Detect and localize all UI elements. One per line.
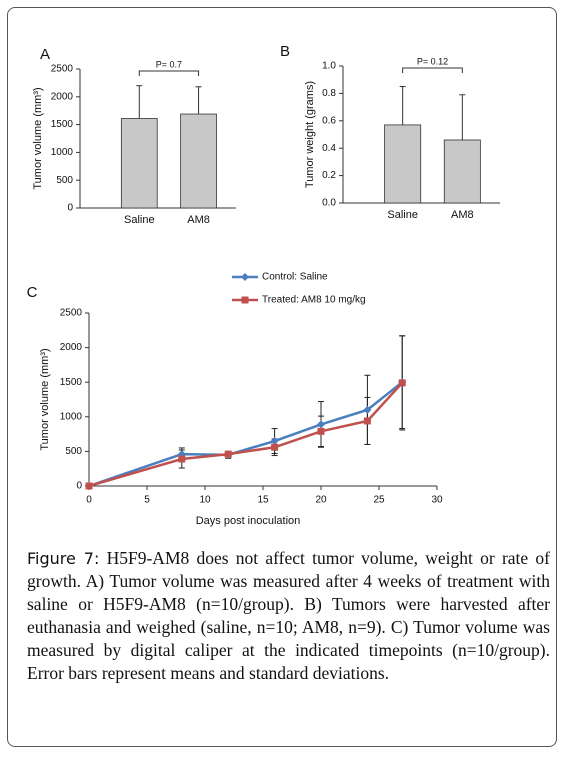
caption-text: H5F9-AM8 does not affect tumor volume, w… xyxy=(27,548,550,683)
significance-bracket xyxy=(138,70,200,76)
y-tick-label: 0.6 xyxy=(322,115,336,126)
caption-label: Figure 7: xyxy=(27,549,100,568)
marker xyxy=(317,420,325,429)
marker xyxy=(85,482,93,490)
y-tick-label: 500 xyxy=(56,175,73,186)
marker xyxy=(178,455,186,463)
y-tick-label: 0 xyxy=(76,481,82,492)
bar xyxy=(120,118,158,209)
marker xyxy=(271,443,279,451)
y-tick-label: 1000 xyxy=(60,411,83,422)
y-tick-label: 1500 xyxy=(60,377,83,388)
panel-label: B xyxy=(280,43,290,60)
marker xyxy=(363,417,371,425)
y-tick-label: 1000 xyxy=(51,147,74,158)
x-tick-label: 20 xyxy=(315,495,327,506)
y-tick-label: 1.0 xyxy=(322,61,336,72)
bar xyxy=(384,124,422,204)
marker xyxy=(363,405,372,414)
x-tick-label: 5 xyxy=(144,495,150,506)
panel-label: A xyxy=(40,46,50,63)
marker xyxy=(241,296,249,304)
y-tick-label: 2000 xyxy=(51,91,74,102)
y-axis-label: Tumor volume (mm³) xyxy=(32,87,44,189)
annotation: P= 0.7 xyxy=(156,59,182,69)
panel-label: C xyxy=(27,284,38,301)
y-tick-label: 2500 xyxy=(60,308,83,319)
marker xyxy=(224,450,232,458)
error-bar xyxy=(195,86,202,115)
x-axis-label: Days post inoculation xyxy=(196,515,301,527)
y-tick-label: 2000 xyxy=(60,342,83,353)
error-bar xyxy=(459,94,466,140)
x-tick-label: AM8 xyxy=(451,209,474,221)
bar xyxy=(443,139,481,204)
marker xyxy=(317,427,325,435)
x-tick-label: AM8 xyxy=(187,214,210,226)
figure-frame xyxy=(7,7,557,747)
y-tick-label: 1500 xyxy=(51,119,74,130)
y-tick-label: 500 xyxy=(65,446,82,457)
y-tick-label: 0 xyxy=(67,203,73,214)
y-tick-label: 2500 xyxy=(51,64,74,75)
error-bar xyxy=(136,85,143,119)
significance-bracket xyxy=(402,67,463,73)
y-tick-label: 0.8 xyxy=(322,88,336,99)
series-line xyxy=(88,381,403,488)
marker xyxy=(241,273,249,281)
bar xyxy=(180,113,217,209)
y-axis-label: Tumor volume (mm³) xyxy=(39,348,51,450)
x-tick-label: 10 xyxy=(199,495,211,506)
y-tick-label: 0.4 xyxy=(322,143,336,154)
error-bar xyxy=(399,86,406,125)
y-tick-label: 0.0 xyxy=(322,198,336,209)
caption: Figure 7: H5F9-AM8 does not affect tumor… xyxy=(27,547,550,685)
x-tick-label: Saline xyxy=(124,214,155,226)
x-tick-label: 30 xyxy=(431,495,443,506)
x-tick-label: 25 xyxy=(373,495,385,506)
y-tick-label: 0.2 xyxy=(322,170,336,181)
annotation: P= 0.12 xyxy=(417,56,448,66)
legend-label: Treated: AM8 10 mg/kg xyxy=(262,295,366,306)
x-tick-label: 0 xyxy=(86,495,92,506)
x-tick-label: Saline xyxy=(387,209,418,221)
x-tick-label: 15 xyxy=(257,495,269,506)
marker xyxy=(398,379,406,387)
y-axis-label: Tumor weight (grams) xyxy=(304,81,316,188)
legend-label: Control: Saline xyxy=(262,272,328,283)
marker xyxy=(270,437,279,446)
